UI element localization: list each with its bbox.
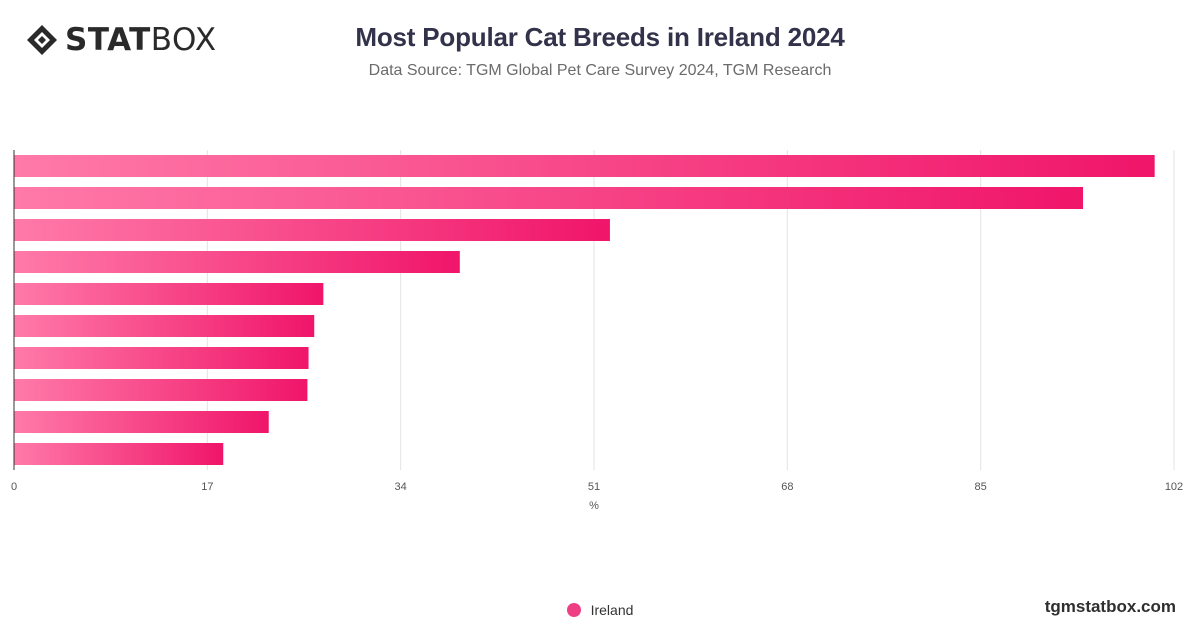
logo-text: STATBOX	[65, 22, 217, 58]
chart-title: Most Popular Cat Breeds in Ireland 2024	[355, 22, 845, 52]
logo-text-bold: STAT	[65, 22, 151, 58]
x-tick-label: 102	[1165, 481, 1183, 493]
watermark: tgmstatbox.com	[1044, 597, 1176, 616]
statbox-diamond-icon	[27, 25, 57, 55]
legend-marker	[566, 603, 581, 617]
bar[interactable]	[14, 411, 269, 433]
logo-text-light: BOX	[150, 22, 217, 58]
x-tick-label: 0	[11, 481, 17, 493]
x-tick-label: 17	[201, 481, 213, 493]
bar[interactable]	[14, 155, 1155, 177]
bar[interactable]	[14, 379, 308, 401]
x-axis-label: %	[589, 500, 599, 512]
legend-label: Ireland	[590, 602, 634, 618]
x-tick-label: 85	[975, 481, 987, 493]
bar[interactable]	[14, 347, 309, 369]
x-axis: 0 17 34 51 68 85 102%	[11, 150, 1183, 512]
bar[interactable]	[14, 251, 460, 273]
bar[interactable]	[14, 315, 315, 337]
bar[interactable]	[14, 443, 224, 465]
bars	[14, 155, 1155, 465]
x-tick-label: 34	[395, 481, 407, 493]
bar[interactable]	[14, 187, 1084, 209]
x-tick-label: 68	[781, 481, 793, 493]
bar[interactable]	[14, 219, 610, 241]
x-tick-label: 51	[588, 481, 600, 493]
statbox-logo: STATBOX	[25, 22, 217, 58]
chart-subtitle: Data Source: TGM Global Pet Care Survey …	[368, 62, 832, 79]
legend[interactable]: Ireland	[0, 602, 1200, 618]
bar[interactable]	[14, 283, 324, 305]
